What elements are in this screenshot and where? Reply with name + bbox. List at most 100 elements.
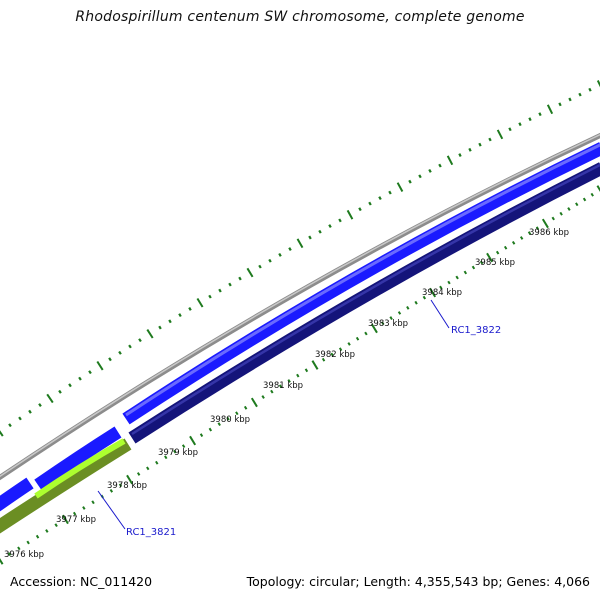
outer-minor-tick <box>518 122 522 127</box>
ruler-minor-tick <box>330 352 334 357</box>
ruler-minor-tick <box>511 240 516 245</box>
outer-minor-tick <box>58 389 62 394</box>
outer-minor-tick <box>458 153 462 157</box>
outer-minor-tick <box>268 258 272 263</box>
outer-minor-tick <box>218 288 222 293</box>
outer-major-tick <box>446 155 454 166</box>
outer-major-tick <box>196 297 204 308</box>
outer-minor-tick <box>38 403 42 408</box>
ruler-minor-tick <box>575 202 579 207</box>
ruler-major-tick <box>541 218 549 229</box>
outer-minor-tick <box>118 350 122 355</box>
ruler-minor-tick <box>495 250 500 255</box>
ruler-minor-tick <box>173 449 177 454</box>
ruler-minor-tick <box>270 389 274 394</box>
ruler-minor-tick <box>590 192 594 197</box>
ruler-minor-tick <box>72 511 77 516</box>
outer-minor-tick <box>78 376 82 381</box>
outer-minor-tick <box>568 97 572 102</box>
outer-minor-tick <box>418 174 422 179</box>
outer-tick-ring <box>0 80 600 437</box>
rna-gene-light[interactable] <box>34 438 126 499</box>
ruler-minor-tick <box>82 506 86 510</box>
outer-minor-tick <box>8 423 12 428</box>
outer-minor-tick <box>108 357 112 362</box>
outer-minor-tick <box>468 147 472 152</box>
rna-gene-dark[interactable] <box>0 438 132 534</box>
ruler-major-tick <box>126 474 134 485</box>
outer-minor-tick <box>558 102 562 107</box>
ruler-minor-tick <box>347 342 351 346</box>
ruler-minor-tick <box>296 373 300 378</box>
ruler-minor-tick <box>582 197 587 202</box>
outer-minor-tick <box>358 207 362 212</box>
ruler-minor-tick <box>7 552 12 557</box>
ruler-label: 3977 kbp <box>56 515 96 525</box>
ruler-minor-tick <box>389 316 393 321</box>
outer-major-tick <box>346 209 354 220</box>
outer-major-tick <box>246 267 254 278</box>
ruler-minor-tick <box>535 226 540 231</box>
outer-major-tick <box>546 104 554 115</box>
ruler-minor-tick <box>447 280 451 285</box>
ruler-minor-tick <box>355 336 360 341</box>
ruler-minor-tick <box>217 422 221 427</box>
ruler-tick-ring <box>0 185 600 565</box>
ruler-minor-tick <box>91 500 95 505</box>
ruler-minor-tick <box>381 321 385 326</box>
ruler-minor-tick <box>321 357 326 362</box>
ruler-minor-tick <box>527 231 532 236</box>
ruler-minor-tick <box>406 305 410 310</box>
outer-minor-tick <box>188 307 192 311</box>
ruler-minor-tick <box>26 540 30 545</box>
ruler-label: 3982 kbp <box>315 350 355 360</box>
ruler-minor-tick <box>146 466 150 471</box>
ruler-minor-tick <box>304 368 309 373</box>
ruler-label: 3981 kbp <box>263 381 303 391</box>
outer-minor-tick <box>308 235 312 240</box>
ruler-minor-tick <box>551 216 555 221</box>
ruler-minor-tick <box>54 523 58 528</box>
outer-minor-tick <box>288 247 292 251</box>
outer-major-tick <box>296 238 304 249</box>
ruler-major-tick <box>61 514 69 525</box>
ruler-minor-tick <box>35 534 40 539</box>
outer-minor-tick <box>88 370 92 375</box>
ruler-minor-tick <box>208 427 213 432</box>
ruler-minor-tick <box>567 207 571 211</box>
outer-minor-tick <box>328 224 332 228</box>
ruler-minor-tick <box>414 300 418 305</box>
outer-minor-tick <box>538 112 542 117</box>
ruler-minor-tick <box>155 460 159 465</box>
gene-label-rc1-3822[interactable]: RC1_3822 <box>451 325 501 336</box>
outer-minor-tick <box>588 87 592 92</box>
ruler-minor-tick <box>199 433 204 437</box>
ruler-minor-tick <box>118 483 123 488</box>
outer-minor-tick <box>28 409 32 414</box>
forward-gene-rc1-3822[interactable] <box>122 142 600 425</box>
ruler-minor-tick <box>164 455 168 460</box>
ruler-minor-tick <box>243 405 248 410</box>
ruler-minor-tick <box>235 411 239 416</box>
reverse-gene[interactable] <box>128 162 600 444</box>
forward-gene-left[interactable] <box>0 477 34 512</box>
ruler-minor-tick <box>519 236 524 240</box>
ruler-major-tick <box>429 287 437 298</box>
outer-minor-tick <box>318 229 322 234</box>
gene-leader-rc1-3822 <box>430 299 450 329</box>
ruler-minor-tick <box>181 444 186 449</box>
ruler-minor-tick <box>17 546 21 551</box>
ruler-label: 3984 kbp <box>422 288 462 298</box>
ruler-label: 3986 kbp <box>529 228 569 238</box>
outer-minor-tick <box>528 117 532 122</box>
outer-major-tick <box>146 329 154 339</box>
ruler-minor-tick <box>287 379 291 383</box>
forward-gene-rc1-3821[interactable] <box>34 426 122 491</box>
outer-minor-tick <box>488 137 492 142</box>
outer-minor-tick <box>208 294 212 299</box>
gene-label-rc1-3821[interactable]: RC1_3821 <box>126 527 176 538</box>
accession-label: Accession: NC_011420 <box>10 574 153 589</box>
ruler-minor-tick <box>422 295 427 300</box>
